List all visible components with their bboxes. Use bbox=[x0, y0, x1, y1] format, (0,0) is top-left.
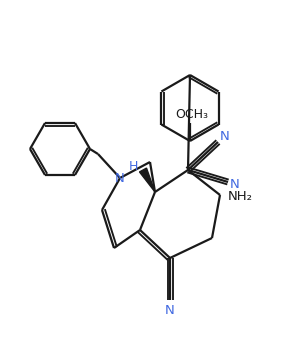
Text: N: N bbox=[165, 304, 175, 317]
Text: NH₂: NH₂ bbox=[227, 191, 253, 204]
Text: N: N bbox=[230, 178, 240, 191]
Text: H: H bbox=[128, 160, 138, 173]
Text: N: N bbox=[220, 131, 230, 144]
Text: OCH₃: OCH₃ bbox=[176, 108, 208, 121]
Text: N: N bbox=[115, 172, 125, 185]
Polygon shape bbox=[140, 168, 155, 192]
